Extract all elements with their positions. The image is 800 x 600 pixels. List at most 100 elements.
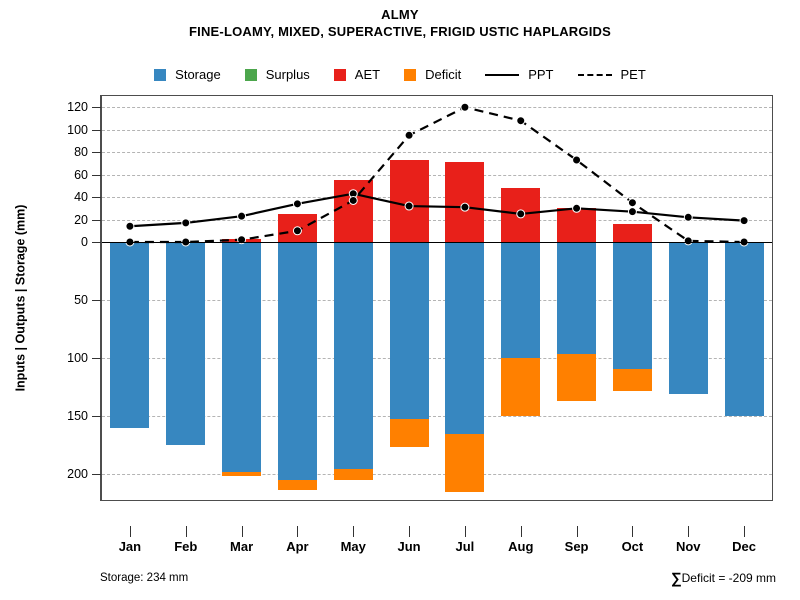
y-axis-tick-label: 50 — [74, 293, 88, 308]
ppt-marker — [516, 209, 526, 219]
pet-marker — [572, 155, 582, 165]
x-axis-tick — [297, 526, 299, 537]
square-swatch-icon — [404, 68, 417, 81]
x-axis-tick-label-aug: Aug — [508, 539, 534, 554]
pet-marker — [348, 195, 358, 205]
x-axis-tick-label-jun: Jun — [397, 539, 421, 554]
y-axis-tick-label: 150 — [67, 409, 88, 424]
x-axis-tick-label-oct: Oct — [621, 539, 644, 554]
y-axis-tick — [92, 107, 101, 109]
y-axis-tick — [92, 300, 101, 302]
pet-marker — [237, 235, 247, 245]
gridline — [102, 107, 772, 109]
y-axis-tick — [92, 474, 101, 476]
pet-marker — [516, 116, 526, 126]
deficit-bar — [612, 368, 652, 391]
y-axis-title-text: Inputs | Outputs | Storage (mm) — [13, 204, 28, 392]
deficit-bar — [557, 353, 597, 402]
footer-deficit: ∑Deficit = -209 mm — [671, 570, 776, 587]
x-axis-tick — [632, 526, 634, 537]
y-axis-tick — [92, 152, 101, 154]
ppt-marker — [404, 201, 414, 211]
y-axis-tick-label: 60 — [74, 167, 88, 182]
y-axis-tick-label: 40 — [74, 190, 88, 205]
legend-label: PPT — [528, 67, 554, 82]
gridline — [102, 152, 772, 154]
legend-item-surplus[interactable]: Surplus — [244, 67, 310, 82]
pet-marker — [460, 102, 470, 112]
ppt-marker — [572, 203, 582, 213]
storage-bar — [166, 242, 206, 446]
legend-item-pet[interactable]: PET — [577, 67, 646, 82]
x-axis-tick — [744, 526, 746, 537]
y-axis-tick — [92, 197, 101, 199]
y-axis-tick — [92, 242, 101, 243]
x-axis-tick-label-apr: Apr — [286, 539, 309, 554]
footer-deficit-text: Deficit = -209 mm — [681, 571, 776, 585]
ppt-marker — [292, 199, 302, 209]
storage-bar — [557, 242, 597, 354]
x-axis-tick — [241, 526, 243, 537]
deficit-bar — [222, 472, 262, 476]
legend-label: Deficit — [425, 67, 462, 82]
pet-marker — [683, 236, 693, 246]
deficit-bar — [445, 433, 485, 492]
y-axis-tick — [92, 219, 101, 221]
legend-label: Storage — [175, 67, 221, 82]
storage-bar — [222, 242, 262, 473]
ppt-marker — [460, 202, 470, 212]
legend-item-aet[interactable]: AET — [333, 67, 381, 82]
pet-marker — [627, 198, 637, 208]
storage-bar — [445, 242, 485, 434]
x-axis-tick — [688, 526, 690, 537]
legend-label: Surplus — [265, 67, 310, 82]
deficit-bar — [277, 480, 317, 490]
gridline — [102, 129, 772, 131]
storage-bar — [277, 242, 317, 481]
x-axis-tick-label-mar: Mar — [230, 539, 254, 554]
aet-bar — [612, 224, 652, 242]
x-axis-tick-label-feb: Feb — [174, 539, 198, 554]
chart-title-subtitle: FINE-LOAMY, MIXED, SUPERACTIVE, FRIGID U… — [189, 24, 611, 39]
deficit-bar — [389, 418, 429, 447]
x-axis-tick — [576, 526, 578, 537]
y-axis-tick-label: 120 — [67, 100, 88, 115]
y-axis-tick-label: 80 — [74, 145, 88, 160]
chart-title: ALMY FINE-LOAMY, MIXED, SUPERACTIVE, FRI… — [0, 6, 800, 40]
pet-marker — [292, 226, 302, 236]
footer-storage: Storage: 234 mm — [100, 572, 189, 584]
ppt-marker — [683, 212, 693, 222]
ppt-marker — [237, 211, 247, 221]
legend-label: AET — [354, 67, 381, 82]
storage-bar — [333, 242, 373, 469]
gridline — [102, 174, 772, 176]
deficit-bar — [501, 358, 541, 417]
y-axis-tick-label: 100 — [67, 351, 88, 366]
x-axis: Jan Feb Mar Apr May Jun Jul Aug Sep Oct Nov Dec — [101, 501, 773, 554]
storage-bar — [501, 242, 541, 359]
y-axis-tick-label: 100 — [67, 122, 88, 137]
deficit-bar — [333, 468, 373, 481]
storage-bar — [668, 242, 708, 395]
storage-bar — [110, 242, 150, 428]
sigma-icon: ∑ — [670, 570, 682, 587]
x-axis-tick-label-may: May — [340, 539, 366, 554]
y-axis-title: Inputs | Outputs | Storage (mm) — [10, 95, 30, 501]
storage-bar — [612, 242, 652, 369]
gridline — [102, 358, 772, 360]
x-axis-tick — [129, 526, 131, 537]
x-axis-tick-label-jul: Jul — [455, 539, 475, 554]
gridline — [102, 474, 772, 476]
legend-item-storage[interactable]: Storage — [154, 67, 221, 82]
ppt-marker — [181, 218, 191, 228]
legend-item-deficit[interactable]: Deficit — [404, 67, 461, 82]
x-axis-tick — [185, 526, 187, 537]
legend-item-ppt[interactable]: PPT — [485, 67, 554, 82]
chart-legend: Storage Surplus AET Deficit PPT PET — [0, 67, 800, 82]
aet-bar — [445, 162, 485, 242]
x-axis-tick — [520, 526, 522, 537]
square-swatch-icon — [333, 68, 346, 81]
x-axis-tick — [353, 526, 355, 537]
ppt-line — [129, 192, 745, 228]
